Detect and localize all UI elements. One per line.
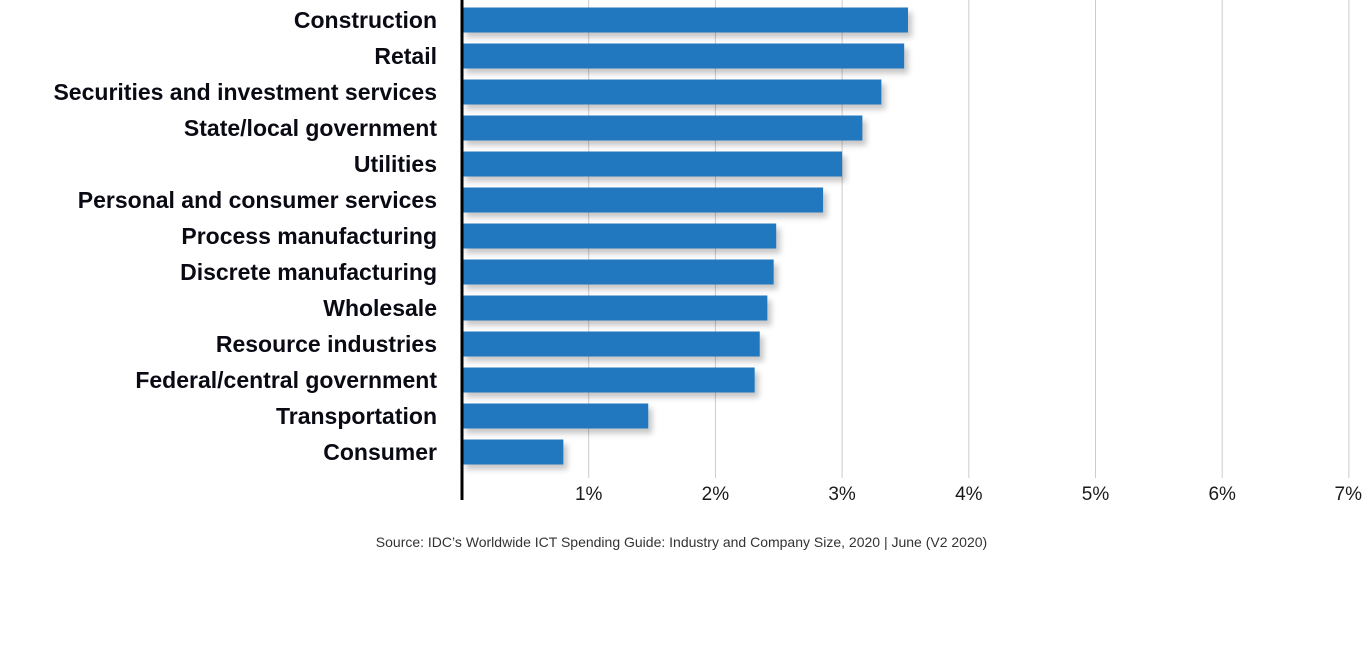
bar-process-manufacturing xyxy=(462,223,777,249)
category-label-consumer: Consumer xyxy=(323,439,437,465)
category-label-personal-and-consumer-services: Personal and consumer services xyxy=(78,187,437,213)
category-label-transportation: Transportation xyxy=(276,403,437,429)
bar-federal-central-government xyxy=(462,367,755,393)
category-label-discrete-manufacturing: Discrete manufacturing xyxy=(180,259,437,285)
bar-personal-and-consumer-services xyxy=(462,187,824,213)
x-tick-label-6pct: 6% xyxy=(1208,484,1236,505)
category-label-securities-and-investment-services: Securities and investment services xyxy=(53,79,437,105)
x-tick-label-1pct: 1% xyxy=(575,484,603,505)
category-label-state-local-government: State/local government xyxy=(184,115,437,141)
category-label-retail: Retail xyxy=(374,43,437,69)
x-tick-label-3pct: 3% xyxy=(828,484,856,505)
bar-retail xyxy=(462,43,905,69)
category-label-process-manufacturing: Process manufacturing xyxy=(181,223,437,249)
x-tick-label-4pct: 4% xyxy=(955,484,983,505)
category-label-wholesale: Wholesale xyxy=(323,295,437,321)
bar-resource-industries xyxy=(462,331,760,357)
x-tick-label-5pct: 5% xyxy=(1082,484,1110,505)
category-label-resource-industries: Resource industries xyxy=(216,331,437,357)
bar-consumer xyxy=(462,439,564,465)
source-note: Source: IDC’s Worldwide ICT Spending Gui… xyxy=(375,534,988,550)
bar-wholesale xyxy=(462,295,768,321)
category-label-utilities: Utilities xyxy=(354,151,437,177)
bar-discrete-manufacturing xyxy=(462,259,774,285)
category-label-construction: Construction xyxy=(294,7,437,33)
x-tick-label-2pct: 2% xyxy=(702,484,730,505)
x-tick-label-7pct: 7% xyxy=(1335,484,1363,505)
category-label-federal-central-government: Federal/central government xyxy=(135,367,437,393)
bar-securities-and-investment-services xyxy=(462,79,882,105)
bar-transportation xyxy=(462,403,649,429)
bar-utilities xyxy=(462,151,843,177)
bar-construction xyxy=(462,7,908,33)
bar-state-local-government xyxy=(462,115,863,141)
